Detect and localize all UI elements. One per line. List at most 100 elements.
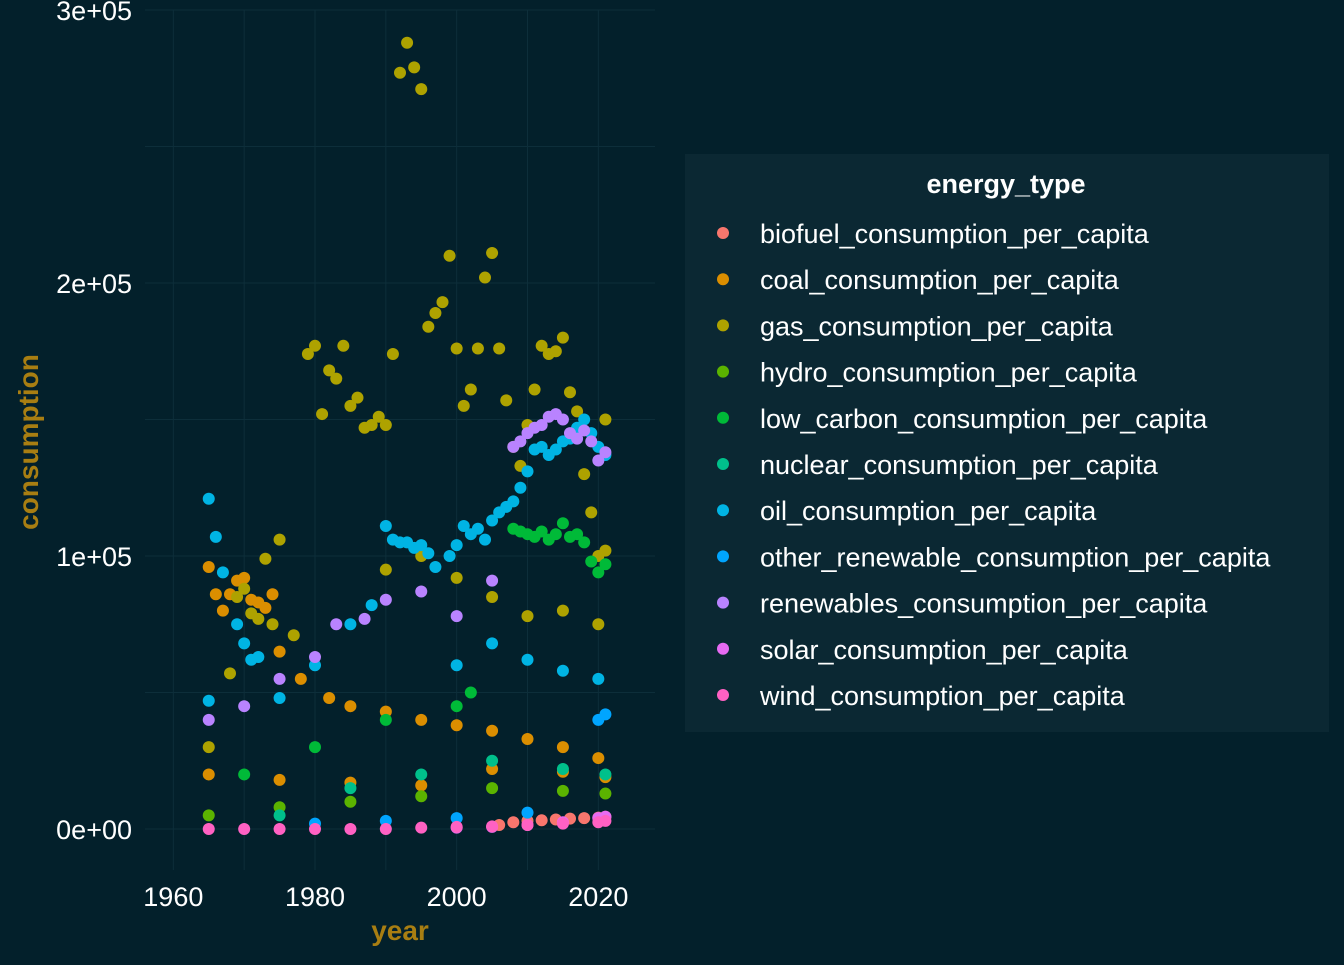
data-point <box>386 348 399 360</box>
data-point <box>415 713 428 726</box>
data-point <box>528 383 541 396</box>
data-point <box>521 465 534 478</box>
data-point <box>273 809 286 822</box>
data-point <box>571 528 584 541</box>
data-point <box>344 618 357 631</box>
data-point <box>443 550 456 563</box>
data-point <box>578 468 591 481</box>
y-tick-label: 1e+05 <box>56 542 132 572</box>
data-point <box>450 700 463 713</box>
data-point <box>301 348 314 360</box>
data-point <box>358 612 371 625</box>
legend-marker <box>717 273 729 286</box>
data-point <box>457 520 470 532</box>
legend-marker <box>717 458 729 470</box>
data-point <box>238 571 251 584</box>
data-point <box>578 413 591 426</box>
data-point <box>486 574 499 587</box>
data-point <box>224 667 236 680</box>
data-point <box>401 36 414 49</box>
x-tick-label: 1960 <box>143 882 203 912</box>
data-point <box>238 700 251 713</box>
data-point <box>202 560 215 573</box>
data-point <box>379 593 392 606</box>
data-point <box>486 590 499 603</box>
data-point <box>238 582 251 595</box>
data-point <box>450 659 463 672</box>
data-point <box>521 610 534 623</box>
data-point <box>479 271 491 284</box>
y-axis-ticks: 0e+00 1e+05 2e+05 3e+05 <box>56 0 132 845</box>
data-point <box>486 820 499 833</box>
data-point <box>429 560 442 573</box>
legend-label: oil_consumption_per_capita <box>760 496 1097 526</box>
data-point <box>592 454 605 467</box>
data-point <box>231 618 244 631</box>
legend-title: energy_type <box>926 169 1085 199</box>
data-point <box>238 768 251 781</box>
legend-label: gas_consumption_per_capita <box>760 311 1114 341</box>
data-point <box>549 528 562 541</box>
x-tick-label: 2000 <box>427 882 487 912</box>
data-point <box>309 823 321 836</box>
x-tick-label: 1980 <box>285 882 345 912</box>
data-point <box>521 806 534 819</box>
data-point <box>486 514 499 527</box>
data-point <box>464 686 477 699</box>
data-point <box>507 816 520 829</box>
data-point <box>202 823 215 836</box>
data-point <box>422 320 435 333</box>
data-point <box>556 517 569 530</box>
data-point <box>479 533 491 546</box>
y-tick-label: 2e+05 <box>56 269 132 299</box>
legend-marker <box>717 689 729 701</box>
data-point <box>273 672 286 685</box>
data-point <box>202 768 215 781</box>
y-tick-label: 0e+00 <box>56 815 132 845</box>
data-point <box>556 741 569 754</box>
data-point <box>556 413 569 426</box>
legend-marker <box>717 642 729 655</box>
data-point <box>273 533 286 546</box>
legend-marker <box>717 504 729 517</box>
data-point <box>486 724 499 737</box>
data-point <box>294 672 307 685</box>
data-point <box>486 782 499 795</box>
legend-label: low_carbon_consumption_per_capita <box>760 404 1208 434</box>
data-point <box>202 809 215 822</box>
data-point <box>549 443 562 456</box>
legend-marker <box>717 596 729 609</box>
data-point <box>365 599 378 612</box>
data-point <box>202 741 215 754</box>
data-point <box>273 773 286 786</box>
data-point <box>436 296 449 309</box>
data-point <box>521 732 534 745</box>
data-point <box>316 408 329 421</box>
data-point <box>323 692 336 704</box>
data-point <box>592 566 605 579</box>
legend-marker <box>717 411 729 424</box>
data-point <box>592 618 605 631</box>
data-point <box>599 446 612 459</box>
data-point <box>578 536 591 549</box>
data-point <box>422 547 435 560</box>
data-point <box>429 307 442 320</box>
y-axis-title: consumption <box>13 354 44 530</box>
data-point <box>535 814 548 827</box>
data-point <box>556 817 569 830</box>
data-point <box>287 629 300 642</box>
legend-marker <box>717 365 729 378</box>
x-axis-ticks: 1960 1980 2000 2020 <box>143 882 628 912</box>
data-point <box>599 814 612 827</box>
data-point <box>585 555 598 568</box>
data-point <box>599 708 612 721</box>
data-point <box>379 520 392 532</box>
data-point <box>273 692 286 704</box>
data-point <box>471 522 484 535</box>
data-point <box>514 435 527 448</box>
legend-label: biofuel_consumption_per_capita <box>760 219 1150 249</box>
data-point <box>450 571 463 584</box>
data-point <box>471 342 484 355</box>
data-point <box>571 432 584 445</box>
